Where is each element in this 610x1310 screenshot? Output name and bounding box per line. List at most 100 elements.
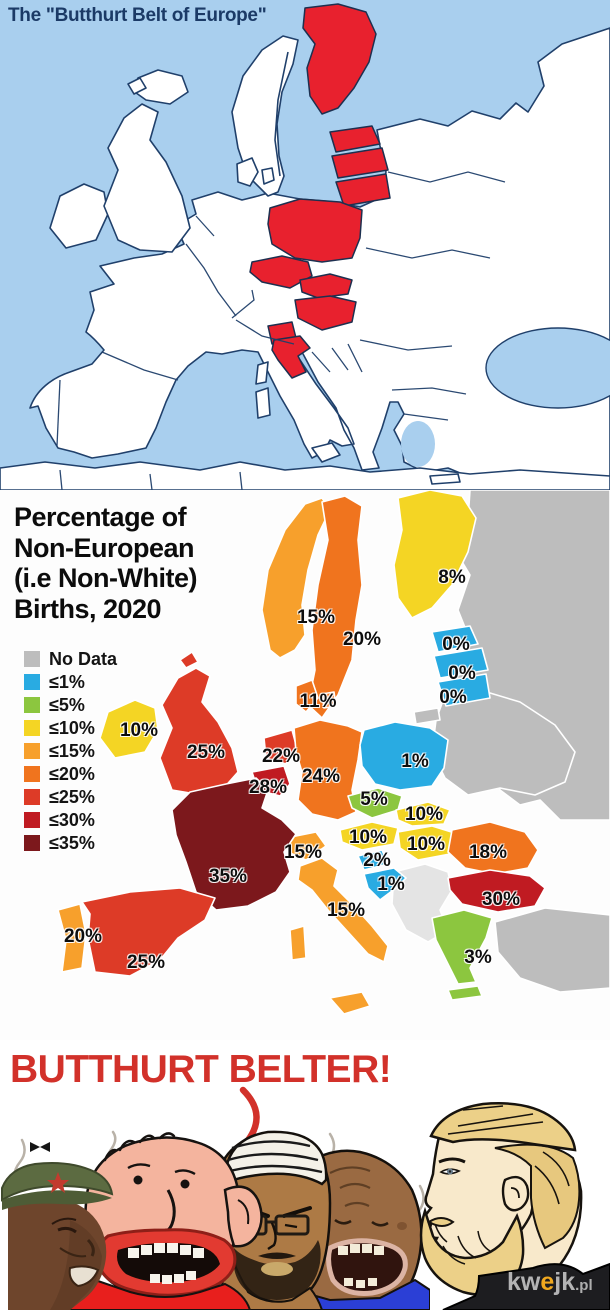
hungary-red (294, 295, 357, 331)
crete-top (429, 473, 461, 485)
legend-label: ≤15% (49, 740, 95, 761)
austria-shape (339, 821, 399, 851)
sea-overlays (401, 327, 610, 467)
slovenia-shape (357, 849, 389, 871)
watermark-accent-letter: e (540, 1268, 555, 1296)
uk-north-shape (179, 651, 199, 669)
legend-row: No Data (24, 648, 118, 669)
sicily-shape (329, 991, 371, 1015)
legend-label: ≤10% (49, 717, 95, 738)
switzerland-shape (285, 831, 327, 861)
sardinia-shape (289, 925, 307, 961)
wrinkles (329, 1166, 371, 1207)
mustache (427, 1217, 455, 1227)
finland-shape (393, 490, 477, 619)
legend-label: ≤25% (49, 786, 95, 807)
chad (419, 1102, 610, 1310)
photo-man (0, 1162, 114, 1310)
nose (86, 1238, 95, 1257)
denmark-island (261, 167, 275, 185)
islands (49, 35, 461, 485)
smile-teeth (68, 1265, 100, 1288)
turkey-gray (494, 907, 610, 993)
finland-red (302, 3, 377, 115)
hair-strands (447, 1105, 570, 1205)
scandinavia (231, 35, 299, 197)
mustache (258, 1252, 296, 1259)
sardinia-top (255, 387, 271, 419)
legend-row: ≤1% (24, 672, 117, 692)
norway-shape (261, 497, 331, 659)
choropleth-title: Percentage of Non-European (i.e Non-Whit… (14, 502, 197, 624)
legend-swatch (24, 835, 40, 851)
norway-sweden-border (274, 51, 289, 177)
choropleth-title-line1: Percentage of (14, 502, 187, 532)
slovakia-red (299, 273, 353, 299)
legend-label: ≤20% (49, 763, 95, 784)
legend-row: ≤15% (24, 740, 117, 761)
legend-swatch (24, 812, 40, 828)
ireland-shape (99, 699, 159, 759)
ear (501, 1175, 530, 1212)
sweden-shape (307, 495, 363, 719)
sparse-hair (103, 1132, 176, 1162)
greece-shape (431, 909, 493, 985)
north-africa-coast (0, 461, 610, 490)
legend-row: ≤10% (24, 717, 117, 738)
corsica-top (255, 361, 269, 385)
dot-eyes (127, 1163, 196, 1189)
netherlands-shape (263, 729, 299, 765)
portugal-shape (57, 903, 87, 973)
butthurt-belt-countries (249, 3, 391, 379)
croatia-red (271, 335, 311, 379)
legend-label: ≤5% (49, 694, 85, 715)
nose (267, 1222, 277, 1250)
watermark-rest: jk (554, 1268, 576, 1296)
wojak-pink (68, 1132, 263, 1310)
france-shape (171, 777, 297, 911)
legend-swatch (24, 743, 40, 759)
kaliningrad-gray (413, 707, 441, 725)
lithuania-shape (437, 673, 491, 707)
legend-row: ≤35% (24, 832, 117, 853)
top-map-title: The "Butthurt Belt of Europe" (8, 5, 267, 26)
squint-eye (57, 1226, 77, 1234)
estonia-red (329, 125, 381, 153)
romania-shape (447, 821, 539, 875)
chad-character (419, 1102, 610, 1310)
denmark-island-shape (321, 691, 337, 709)
europe-outline-map (0, 0, 610, 490)
poland-red (267, 198, 363, 263)
cap-stripes (225, 1140, 323, 1174)
legend-label: ≤35% (49, 832, 95, 853)
wojak-group (0, 1130, 430, 1310)
wojak-muslim (216, 1130, 332, 1310)
watermark-prefix: kw (507, 1268, 541, 1296)
closed-eyes (334, 1218, 389, 1227)
slovakia-shape (395, 801, 451, 827)
legend-row: ≤5% (24, 694, 117, 715)
black-shirt (442, 1262, 610, 1310)
cap-brim (2, 1190, 112, 1210)
big-ear (223, 1185, 263, 1248)
ireland-top (49, 183, 109, 249)
italy-shape (297, 857, 389, 963)
legend-label: No Data (49, 648, 118, 669)
no-data-regions (391, 490, 610, 993)
denmark-top (236, 157, 259, 187)
germany-shape (293, 719, 363, 821)
latvia-red (331, 147, 389, 179)
legend-row: ≤20% (24, 763, 117, 784)
black-sea (485, 327, 610, 409)
eyebrow (438, 1157, 466, 1164)
watermark: kwejk.pl (507, 1268, 593, 1297)
croatia-shape (363, 867, 407, 901)
legend-swatch (24, 697, 40, 713)
teeth (338, 1244, 384, 1288)
legend-swatch (24, 720, 40, 736)
teeth (128, 1243, 204, 1284)
legend-swatch (24, 674, 40, 690)
crete-shape (447, 985, 483, 1001)
bulgaria-shape (447, 869, 546, 913)
